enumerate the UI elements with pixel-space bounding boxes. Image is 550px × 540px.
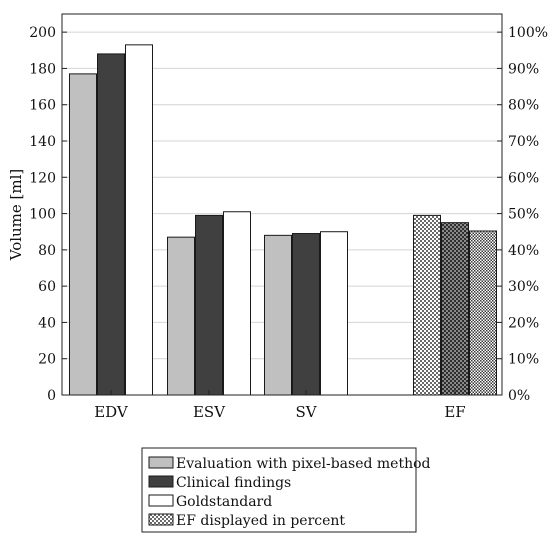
y-tick-label: 120 <box>29 170 56 186</box>
y2-tick-label: 50% <box>508 207 539 223</box>
bar-esv-goldstandard <box>223 211 251 396</box>
y-tick-label: 0 <box>47 388 56 404</box>
y2-tick-label: 30% <box>508 279 539 295</box>
x-tick-label: ESV <box>193 403 226 421</box>
y2-tick-label: 100% <box>508 25 548 41</box>
bar-edv-pixel-based <box>69 73 97 396</box>
y-tick-label: 80 <box>38 243 56 259</box>
bar-ef-clinical <box>441 222 469 396</box>
bar-esv-clinical <box>195 214 223 396</box>
y-tick-label: 60 <box>38 279 56 295</box>
y-tick-label: 200 <box>29 25 56 41</box>
bar-sv-goldstandard <box>320 231 348 396</box>
legend-swatch <box>148 475 174 488</box>
bar-sv-pixel-based <box>264 234 292 396</box>
y-axis-label: Volume [ml] <box>7 169 25 262</box>
x-tick-label: SV <box>295 403 317 421</box>
y-tick-label: 20 <box>38 352 56 368</box>
x-tick-label: EDV <box>94 403 129 421</box>
y2-tick-label: 80% <box>508 98 539 114</box>
plot-frame <box>61 13 503 396</box>
bar-ef-goldstandard <box>469 230 497 396</box>
bar-edv-clinical <box>97 53 125 396</box>
bar-edv-goldstandard <box>125 44 153 396</box>
bar-ef-pixel-based <box>413 214 441 396</box>
y-tick-label: 140 <box>29 134 56 150</box>
bar-sv-clinical <box>292 233 320 396</box>
bar-esv-pixel-based <box>167 236 195 396</box>
legend-swatch <box>148 494 174 507</box>
legend-label: Evaluation with pixel-based method <box>176 456 431 472</box>
y2-tick-label: 0% <box>508 388 530 404</box>
legend-box <box>141 447 417 533</box>
legend-label: EF displayed in percent <box>176 513 345 529</box>
legend-swatch <box>148 456 174 469</box>
y2-tick-label: 70% <box>508 134 539 150</box>
legend-swatch <box>148 513 174 526</box>
x-tick-label: EF <box>444 403 465 421</box>
y2-tick-label: 40% <box>508 243 539 259</box>
y2-tick-label: 90% <box>508 61 539 77</box>
y-tick-label: 160 <box>29 98 56 114</box>
y2-tick-label: 10% <box>508 352 539 368</box>
y2-tick-label: 60% <box>508 170 539 186</box>
y-tick-label: 40 <box>38 315 56 331</box>
legend-label: Clinical findings <box>176 475 291 491</box>
y-tick-label: 180 <box>29 61 56 77</box>
y2-tick-label: 20% <box>508 315 539 331</box>
legend-label: Goldstandard <box>176 494 272 510</box>
y-tick-label: 100 <box>29 207 56 223</box>
